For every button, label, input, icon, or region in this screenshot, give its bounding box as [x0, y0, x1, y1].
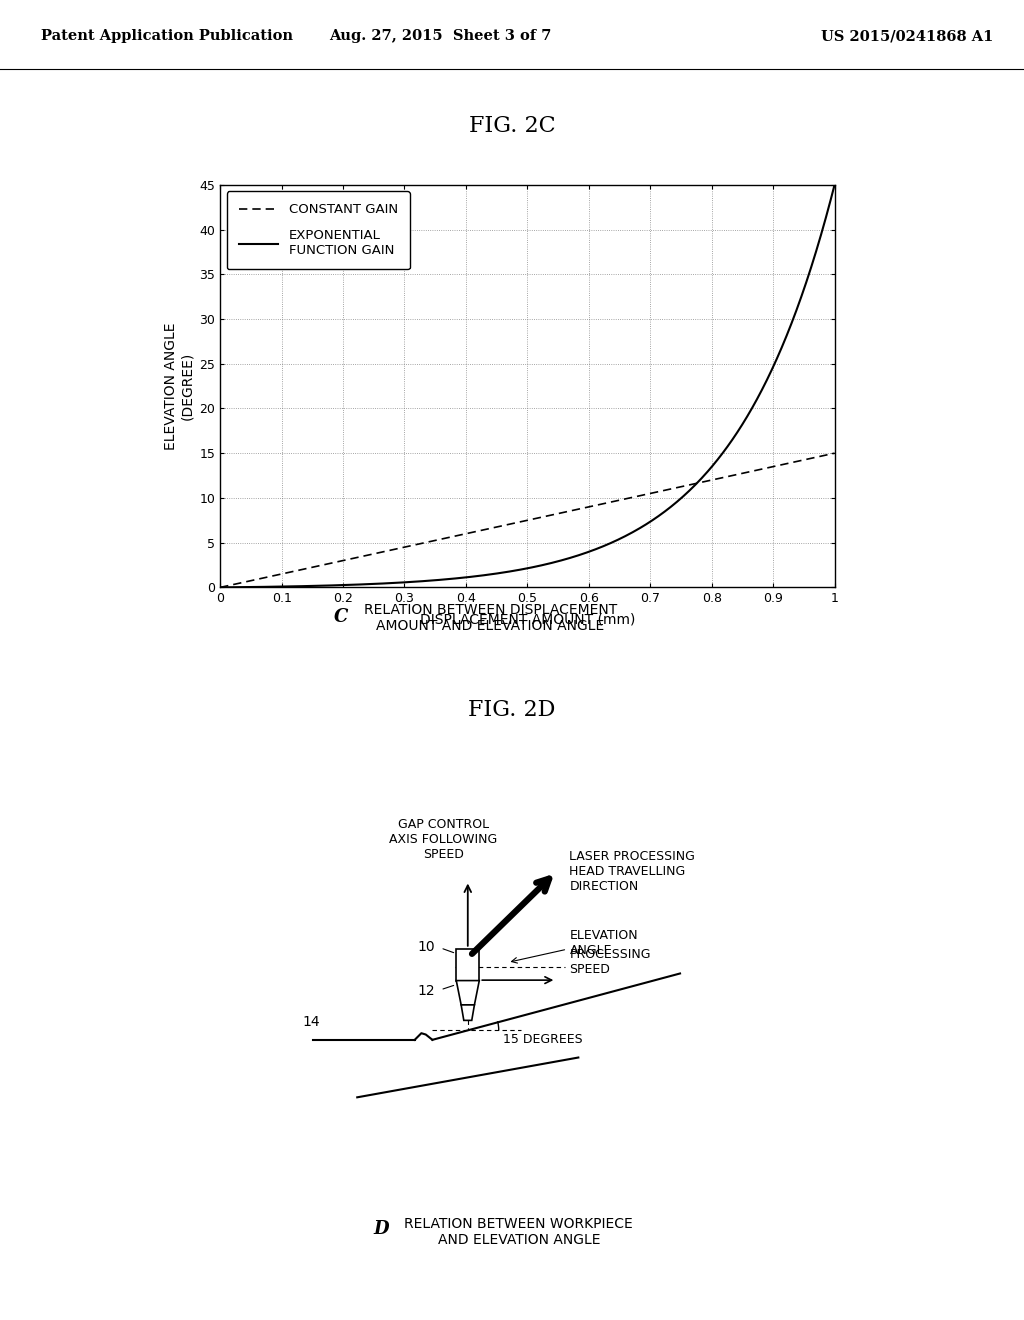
- Text: RELATION BETWEEN DISPLACEMENT
AMOUNT AND ELEVATION ANGLE: RELATION BETWEEN DISPLACEMENT AMOUNT AND…: [364, 603, 616, 632]
- Text: Aug. 27, 2015  Sheet 3 of 7: Aug. 27, 2015 Sheet 3 of 7: [329, 29, 552, 44]
- Text: D: D: [374, 1220, 389, 1238]
- FancyBboxPatch shape: [457, 949, 479, 981]
- Text: 14: 14: [302, 1015, 319, 1030]
- Polygon shape: [461, 1005, 474, 1020]
- Text: Patent Application Publication: Patent Application Publication: [41, 29, 293, 44]
- Text: RELATION BETWEEN WORKPIECE
AND ELEVATION ANGLE: RELATION BETWEEN WORKPIECE AND ELEVATION…: [404, 1217, 633, 1247]
- Text: LASER PROCESSING
HEAD TRAVELLING
DIRECTION: LASER PROCESSING HEAD TRAVELLING DIRECTI…: [569, 850, 695, 892]
- Y-axis label: ELEVATION ANGLE
(DEGREE): ELEVATION ANGLE (DEGREE): [164, 322, 194, 450]
- Text: GAP CONTROL
AXIS FOLLOWING
SPEED: GAP CONTROL AXIS FOLLOWING SPEED: [389, 817, 498, 861]
- Polygon shape: [457, 981, 479, 1005]
- Legend: CONSTANT GAIN, EXPONENTIAL
FUNCTION GAIN: CONSTANT GAIN, EXPONENTIAL FUNCTION GAIN: [226, 191, 410, 269]
- Text: ELEVATION
ANGLE: ELEVATION ANGLE: [569, 928, 638, 957]
- Text: 10: 10: [417, 940, 434, 954]
- Text: C: C: [334, 607, 348, 626]
- Text: FIG. 2C: FIG. 2C: [469, 115, 555, 137]
- Text: PROCESSING
SPEED: PROCESSING SPEED: [569, 948, 651, 975]
- Text: FIG. 2D: FIG. 2D: [468, 700, 556, 721]
- Text: 15 DEGREES: 15 DEGREES: [503, 1032, 583, 1045]
- X-axis label: DISPLACEMENT AMOUNT (mm): DISPLACEMENT AMOUNT (mm): [420, 612, 635, 626]
- Text: US 2015/0241868 A1: US 2015/0241868 A1: [821, 29, 993, 44]
- Text: 12: 12: [417, 985, 434, 998]
